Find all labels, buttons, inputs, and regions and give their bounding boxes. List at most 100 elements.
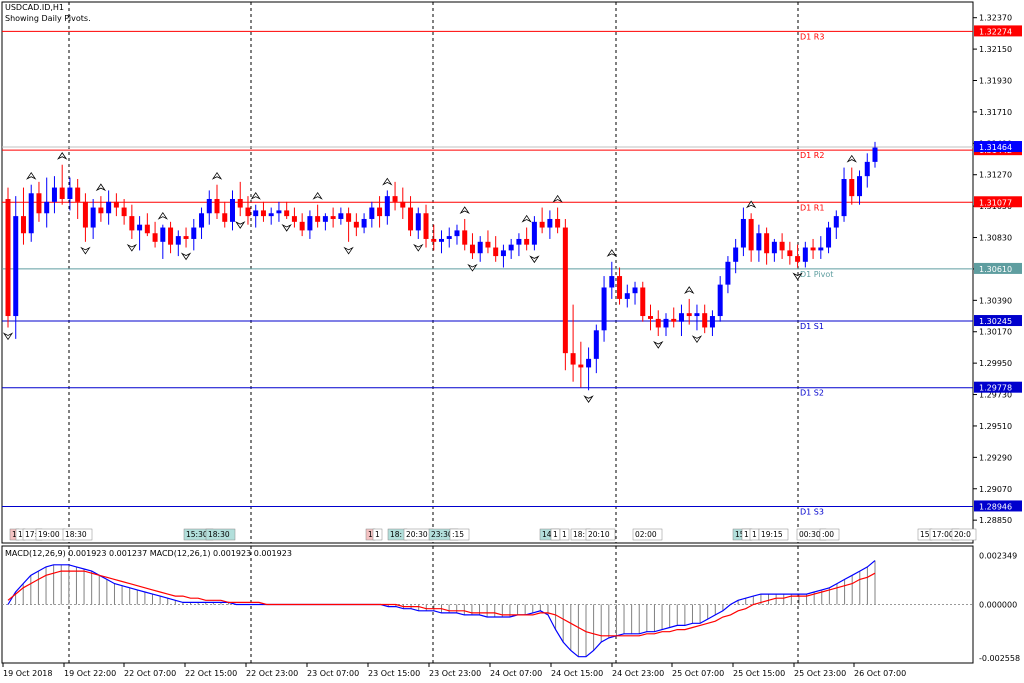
session-time-label: 1 (12, 530, 17, 539)
session-time-box (62, 528, 93, 541)
candle-body (90, 207, 96, 228)
pivot-label: D1 S2 (800, 389, 824, 398)
candle-body (671, 318, 677, 322)
session-time-label: 1 (562, 530, 567, 539)
fractal-up-marker (459, 206, 470, 215)
y-axis-tick-label: 1.32150 (979, 45, 1012, 54)
candle-body (849, 179, 855, 197)
pivot-price-tag-label: 1.29778 (979, 384, 1012, 393)
candle-body (841, 179, 847, 217)
candle-body (160, 227, 166, 242)
candle-body (408, 207, 414, 231)
x-axis-date-label: 22 Oct 23:00 (246, 669, 298, 678)
pivot-price-tag (974, 381, 1022, 393)
session-time-box (372, 528, 383, 541)
session-time-label: 00:30 (799, 530, 821, 539)
candle-body (733, 247, 739, 262)
y-axis-tick-label: 1.29510 (979, 422, 1012, 431)
candle-body (67, 187, 73, 199)
x-axis-date-label: 23 Oct 15:00 (368, 669, 420, 678)
candle-body (307, 216, 313, 231)
session-time-label: 15 (920, 530, 930, 539)
macd-indicator-label: MACD(12,26,9) 0.001923 0.001237 MACD(12,… (5, 549, 292, 558)
session-time-label: 17: (25, 530, 37, 539)
fractal-down-marker (343, 246, 354, 255)
candle-body (353, 221, 359, 228)
macd-main-line (7, 560, 876, 658)
candle-body (485, 241, 491, 248)
session-time-label: 1 (752, 530, 757, 539)
fractal-up-marker (312, 191, 323, 200)
session-time-label: 18: (573, 530, 585, 539)
fractal-up-marker (157, 211, 168, 220)
y-axis-tick-label: 1.29070 (979, 485, 1012, 494)
candle-body (771, 241, 777, 254)
fractal-up-marker (95, 183, 107, 192)
session-time-label: 1 (553, 530, 558, 539)
pivot-price-tag-label: 1.30610 (979, 265, 1012, 274)
x-axis-date-label: 22 Oct 07:00 (124, 669, 176, 678)
candle-body (199, 213, 205, 228)
candle-body (121, 207, 127, 217)
session-time-box (632, 528, 663, 541)
session-labels-row: 1 1 17: 19:00 18:30 15:30 18:30 1 1 18: 20:30 23:30… (9, 528, 977, 541)
candle-body (717, 284, 723, 317)
candle-body (795, 256, 801, 262)
fractal-down-marker (691, 335, 703, 344)
candle-body (330, 216, 336, 219)
candle-body (361, 218, 367, 228)
pivot-price-tag (974, 315, 1022, 327)
candle-body (454, 230, 460, 237)
fractal-up-marker (684, 286, 695, 294)
y-axis-tick-label: 1.31270 (979, 171, 1012, 180)
candle-body (740, 218, 746, 248)
candle-body (779, 241, 785, 251)
candle-body (377, 207, 383, 217)
session-time-label: 23:30 (431, 530, 453, 539)
candle-body (291, 216, 297, 222)
session-time-label: 1 (368, 530, 373, 539)
candle-body (578, 364, 584, 368)
fractal-down-marker (529, 255, 540, 264)
candle-body (315, 216, 321, 222)
pivot-price-tag-label: 1.30245 (979, 317, 1012, 326)
candle-body (423, 213, 429, 239)
current-price-tag (974, 141, 1022, 153)
fractal-down-marker (413, 243, 424, 252)
candle-body (802, 247, 808, 262)
pivot-label: D1 S1 (800, 322, 824, 331)
candle-body (531, 221, 537, 245)
session-time-label: 18: (390, 530, 402, 539)
candle-body (601, 287, 607, 331)
session-time-label: 19:00 (38, 530, 60, 539)
fractal-down-marker (80, 246, 91, 255)
session-time-box (205, 528, 236, 541)
session-time-label: 15: (735, 530, 747, 539)
candle-body (75, 187, 81, 202)
session-time-label: 1 (375, 530, 380, 539)
candle-body (175, 236, 181, 245)
candle-body (593, 330, 599, 359)
session-time-label: 1 (18, 530, 23, 539)
candle-body (106, 201, 112, 214)
candle-body (253, 210, 259, 217)
candle-body (857, 176, 863, 197)
fractal-up-marker (606, 249, 617, 257)
fractal-down-marker (180, 252, 192, 261)
candle-body (392, 196, 398, 202)
candle-body (44, 201, 50, 214)
pivot-label: D1 R2 (800, 151, 824, 160)
macd-y-tick-label: 0.002349 (979, 551, 1017, 560)
session-time-label: 02:00 (635, 530, 657, 539)
fractal-down-marker (467, 263, 478, 272)
session-time-label: 14: (542, 530, 554, 539)
candle-body (624, 293, 630, 299)
candle-body (493, 247, 499, 257)
candle-body (322, 216, 328, 222)
fractal-up-marker (552, 194, 563, 203)
candle-body (82, 201, 88, 228)
x-axis-date-label: 19 Oct 2018 (3, 669, 52, 678)
candle-body (609, 276, 615, 288)
session-time-box (559, 528, 570, 541)
